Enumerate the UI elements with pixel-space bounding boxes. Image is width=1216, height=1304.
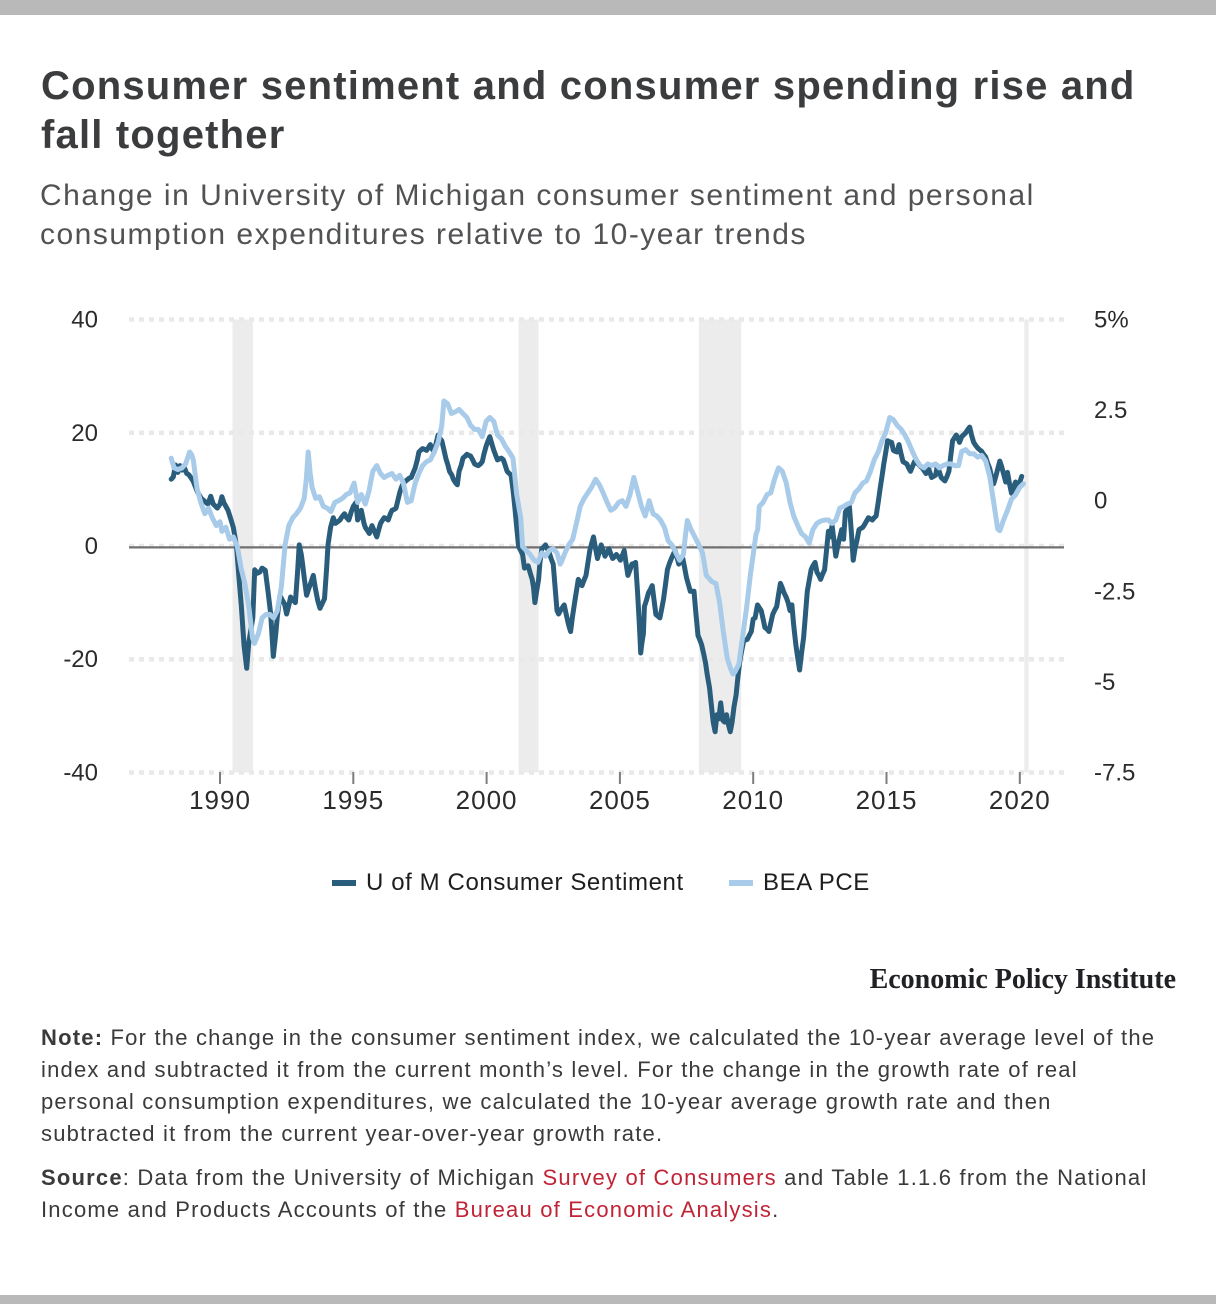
svg-text:5%: 5% [1094, 307, 1129, 334]
svg-text:-7.5: -7.5 [1094, 760, 1135, 787]
svg-text:1995: 1995 [322, 785, 384, 815]
svg-text:0: 0 [1094, 488, 1107, 515]
svg-text:-2.5: -2.5 [1094, 578, 1135, 605]
svg-text:-20: -20 [63, 646, 98, 673]
svg-text:0: 0 [85, 533, 98, 560]
svg-text:2000: 2000 [456, 785, 518, 815]
svg-text:2.5: 2.5 [1094, 397, 1127, 424]
svg-text:-40: -40 [63, 760, 98, 787]
svg-text:-5: -5 [1094, 669, 1115, 696]
svg-text:20: 20 [71, 420, 98, 447]
svg-text:2010: 2010 [722, 785, 784, 815]
svg-text:1990: 1990 [189, 785, 251, 815]
svg-text:2020: 2020 [989, 785, 1051, 815]
svg-text:40: 40 [71, 307, 98, 334]
svg-text:2005: 2005 [589, 785, 651, 815]
svg-text:2015: 2015 [856, 785, 918, 815]
